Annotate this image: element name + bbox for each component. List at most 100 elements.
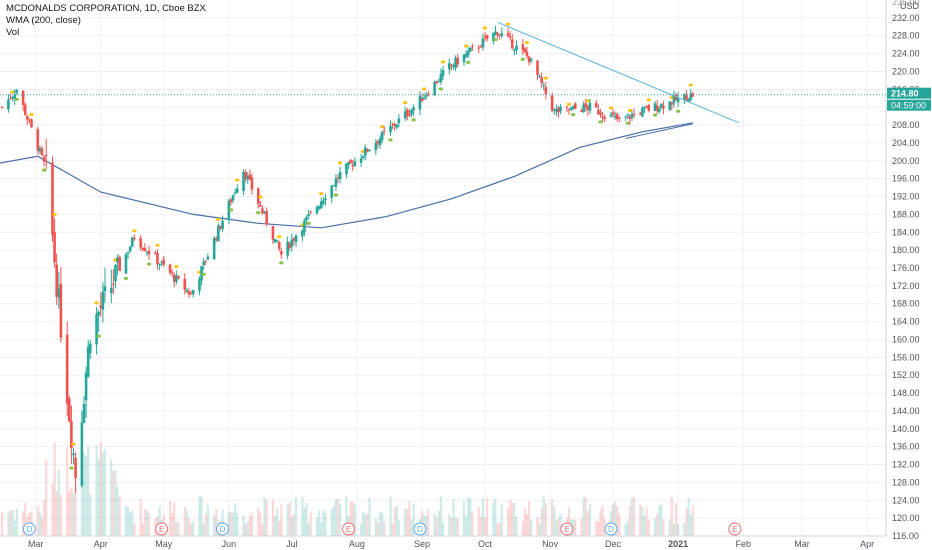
- candle-body: [139, 237, 142, 248]
- candle-body: [322, 200, 325, 204]
- volume-bar: [492, 502, 495, 536]
- volume-bar: [391, 523, 394, 536]
- volume-bar: [597, 520, 600, 536]
- candle-body: [175, 275, 178, 282]
- candle-body: [259, 204, 262, 207]
- candle-body: [25, 115, 29, 120]
- dividend-event-marker[interactable]: [22, 522, 36, 536]
- candle-body: [109, 287, 113, 293]
- volume-bar: [439, 496, 443, 536]
- candle-body: [294, 235, 298, 242]
- time-tick-label: Mar: [794, 539, 810, 549]
- signal-dot-sell: [379, 125, 385, 129]
- volume-bar: [334, 499, 338, 536]
- volume-bar: [689, 514, 692, 536]
- candle-body: [544, 87, 548, 95]
- price-axis: 232.00228.00224.00220.00216.00212.00208.…: [885, 0, 931, 541]
- candle-body: [395, 124, 399, 128]
- earnings-event-label: E: [159, 525, 164, 534]
- volume-bar: [624, 523, 627, 536]
- candle-body: [447, 63, 451, 70]
- signal-dot-sell: [258, 195, 263, 199]
- currency-label: USD: [900, 1, 920, 11]
- volume-bar: [481, 497, 484, 536]
- candle-body: [588, 102, 592, 111]
- candle-body: [685, 95, 688, 102]
- price-tick-label: 220.00: [892, 66, 920, 76]
- volume-bar: [509, 500, 512, 536]
- candle-body: [466, 51, 470, 56]
- volume-bar: [202, 523, 205, 536]
- volume-bar: [330, 509, 333, 536]
- candle-body: [324, 198, 327, 200]
- candle-body: [351, 164, 355, 167]
- candle-body: [7, 99, 10, 110]
- candle-body: [599, 112, 602, 115]
- candle-body: [477, 47, 480, 49]
- dividend-event-marker[interactable]: [216, 522, 230, 536]
- earnings-event-marker[interactable]: [342, 522, 356, 536]
- signal-dot-buy: [411, 118, 416, 122]
- signal-dot-sell: [440, 60, 446, 64]
- candle-body: [36, 129, 40, 151]
- candle-body: [338, 172, 342, 180]
- candle-body: [420, 98, 424, 102]
- signal-dot-sell: [174, 264, 179, 269]
- volume-bar: [672, 523, 676, 536]
- price-tick-label: 124.00: [892, 495, 920, 505]
- dividend-event-marker[interactable]: [604, 522, 618, 536]
- signal-dot-sell: [627, 108, 633, 113]
- volume-bar: [353, 503, 356, 536]
- price-tick-label: 148.00: [892, 388, 920, 398]
- volume-bar: [360, 523, 363, 536]
- candle-body: [227, 200, 231, 220]
- price-tick-label: 116.00: [892, 531, 919, 541]
- signal-dot-buy: [598, 120, 603, 124]
- volume-bar: [525, 513, 529, 536]
- candle-body: [290, 239, 294, 247]
- volume-bar: [257, 507, 260, 536]
- candle-body: [594, 102, 598, 108]
- time-tick-label: Feb: [735, 539, 751, 549]
- volume-bar: [582, 497, 585, 536]
- volume-bar: [13, 520, 16, 536]
- candle-body: [118, 256, 121, 271]
- signal-dot-buy: [306, 221, 311, 225]
- volume-bar: [68, 491, 71, 536]
- candle-body: [13, 95, 16, 100]
- volume-bar: [479, 516, 482, 536]
- candle-body: [101, 291, 105, 310]
- volume-bar: [450, 517, 453, 536]
- volume-bar: [171, 513, 174, 536]
- volume-bar: [462, 500, 466, 536]
- volume-bar: [244, 523, 247, 536]
- volume-bar: [683, 522, 686, 536]
- earnings-event-marker[interactable]: [728, 522, 742, 536]
- candle-body: [494, 31, 497, 35]
- candle-body: [380, 131, 384, 141]
- volume-bar: [40, 517, 44, 536]
- signal-dot-buy: [228, 208, 234, 212]
- candle-body: [97, 311, 100, 316]
- volume-bar: [614, 501, 617, 536]
- volume-bar: [595, 520, 598, 536]
- price-tick-label: 144.00: [892, 406, 920, 416]
- volume-bar: [588, 504, 592, 536]
- candle-body: [672, 96, 676, 104]
- volume-bar: [555, 520, 558, 536]
- dividend-event-marker[interactable]: [413, 522, 427, 536]
- volume-bar: [42, 499, 46, 536]
- candle-body: [170, 272, 174, 274]
- volume-bar: [101, 451, 104, 536]
- candle-body: [603, 116, 606, 119]
- candle-body: [523, 48, 527, 53]
- earnings-event-marker[interactable]: [560, 522, 574, 536]
- volume-bar: [227, 510, 230, 536]
- signal-dot-sell: [132, 229, 137, 233]
- volume-bar: [632, 496, 636, 536]
- candle-body: [160, 261, 163, 263]
- candle-body: [145, 251, 149, 253]
- volume-bar: [511, 502, 514, 536]
- earnings-event-marker[interactable]: [155, 522, 169, 536]
